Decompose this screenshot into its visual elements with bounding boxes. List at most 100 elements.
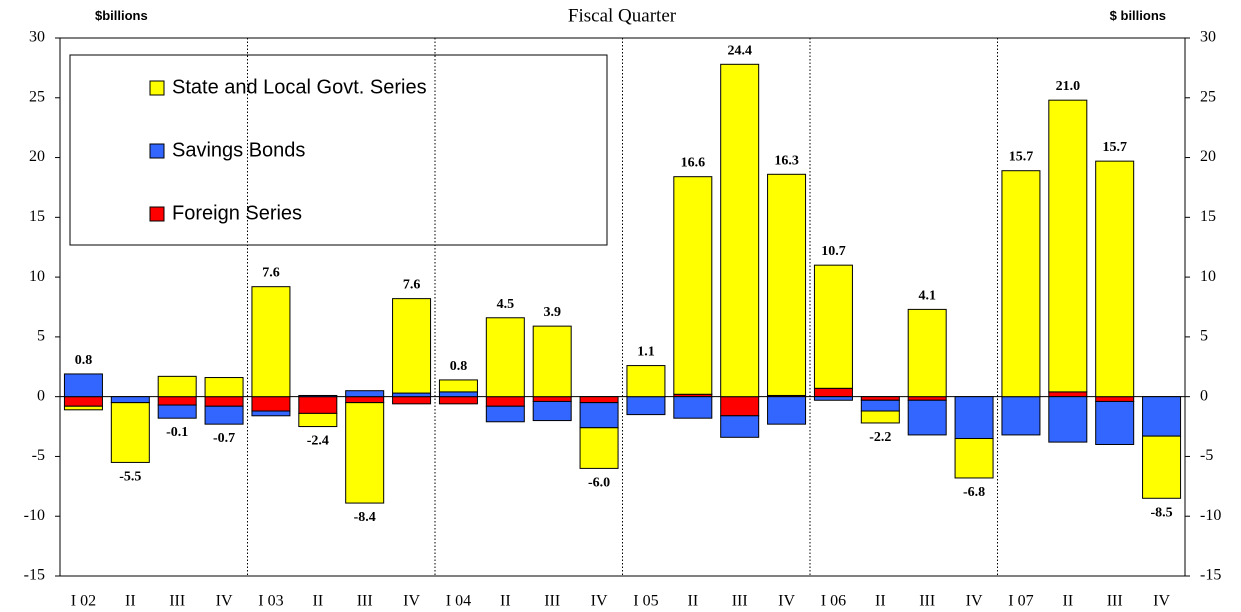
value-label: -8.5 (1150, 505, 1172, 520)
value-label: -5.5 (119, 469, 141, 484)
x-tick-label: III (544, 593, 560, 610)
value-label: 15.7 (1009, 150, 1034, 165)
bar-segment (485, 317, 525, 398)
bar-segment (767, 173, 807, 396)
legend: State and Local Govt. Series Savings Bond… (69, 54, 608, 246)
bar-segment (813, 396, 853, 401)
bar-segment (954, 438, 994, 479)
bar-segment (813, 264, 853, 389)
bar-segment (438, 379, 478, 393)
y2-tick-label: 30 (1200, 29, 1216, 46)
y2-tick-label: 25 (1200, 88, 1216, 105)
bar-segment (298, 396, 338, 414)
x-tick-label: II (312, 593, 323, 610)
bar-segment (1048, 391, 1088, 398)
bar-segment (813, 387, 853, 398)
y-tick-label: 25 (29, 88, 45, 105)
x-tick-label: IV (778, 593, 795, 610)
x-tick-label: II (500, 593, 511, 610)
value-label: 7.6 (403, 278, 421, 293)
value-label: 10.7 (821, 244, 846, 259)
legend-swatch (149, 80, 165, 96)
x-tick-label: III (1107, 593, 1123, 610)
bar-segment (1048, 396, 1088, 443)
bar-segment (345, 402, 385, 504)
value-label: 4.5 (497, 297, 515, 312)
bar-segment (157, 375, 197, 398)
bar-segment (673, 396, 713, 419)
x-tick-label: IV (591, 593, 608, 610)
bar-segment (907, 396, 947, 401)
value-label: 24.4 (727, 43, 752, 58)
bar-segment (110, 402, 150, 463)
value-label: -2.2 (869, 430, 891, 445)
value-label: 0.8 (75, 353, 93, 368)
y2-tick-label: 10 (1200, 268, 1216, 285)
y-tick-label: -15 (24, 567, 45, 584)
value-label: 16.6 (681, 156, 706, 171)
x-tick-label: IV (216, 593, 233, 610)
y-tick-label: -10 (24, 507, 45, 524)
bar-segment (579, 402, 619, 429)
y-tick-label: 0 (37, 387, 45, 404)
bar-segment (1001, 170, 1041, 398)
bar-segment (1095, 400, 1135, 445)
value-label: -6.8 (963, 485, 985, 500)
x-tick-label: II (125, 593, 136, 610)
bar-segment (954, 396, 994, 440)
bar-segment (110, 396, 150, 404)
bar-segment (720, 63, 760, 398)
value-label: 7.6 (262, 266, 280, 281)
x-tick-label: III (919, 593, 935, 610)
y-tick-label: 30 (29, 29, 45, 46)
x-tick-label: II (875, 593, 886, 610)
bar-segment (251, 396, 291, 412)
bar-segment (157, 404, 197, 419)
bar-segment (251, 410, 291, 417)
y2-axis-label: $ billions (1110, 8, 1166, 23)
value-label: -2.4 (307, 434, 329, 449)
y-tick-label: -5 (32, 447, 45, 464)
x-tick-label: IV (1153, 593, 1170, 610)
y-tick-label: 10 (29, 268, 45, 285)
y2-tick-label: 20 (1200, 148, 1216, 165)
bar-segment (63, 396, 103, 407)
bar-segment (532, 400, 572, 422)
bar-segment (579, 396, 619, 404)
legend-swatch (149, 206, 165, 222)
y2-tick-label: 15 (1200, 208, 1216, 225)
x-tick-label: IV (966, 593, 983, 610)
bar-segment (720, 396, 760, 417)
bar-segment (626, 365, 666, 398)
bar-segment (485, 405, 525, 423)
value-label: 1.1 (637, 345, 655, 360)
x-tick-label: I 02 (71, 593, 96, 610)
bar-segment (1095, 396, 1135, 402)
bar-segment (532, 396, 572, 402)
legend-swatch (149, 143, 165, 159)
bar-segment (907, 399, 947, 436)
x-tick-label: II (1062, 593, 1073, 610)
x-tick-label: II (687, 593, 698, 610)
x-tick-label: III (357, 593, 373, 610)
bar-segment (157, 396, 197, 406)
y-tick-label: 5 (37, 328, 45, 345)
bar-segment (438, 396, 478, 405)
bar-segment (1142, 435, 1182, 499)
bar-segment (204, 377, 244, 398)
x-tick-label: IV (403, 593, 420, 610)
bar-segment (673, 176, 713, 395)
bar-segment (579, 427, 619, 469)
bar-segment (392, 298, 432, 394)
bar-segment (392, 396, 432, 405)
value-label: 4.1 (918, 288, 936, 303)
bar-segment (345, 396, 385, 404)
value-label: 16.3 (774, 153, 799, 168)
legend-label: State and Local Govt. Series (172, 76, 427, 98)
x-tick-label: I 04 (446, 593, 471, 610)
bar-segment (204, 396, 244, 407)
y-axis-label: $billions (95, 8, 148, 23)
bar-segment (298, 412, 338, 428)
value-label: 0.8 (450, 359, 468, 374)
